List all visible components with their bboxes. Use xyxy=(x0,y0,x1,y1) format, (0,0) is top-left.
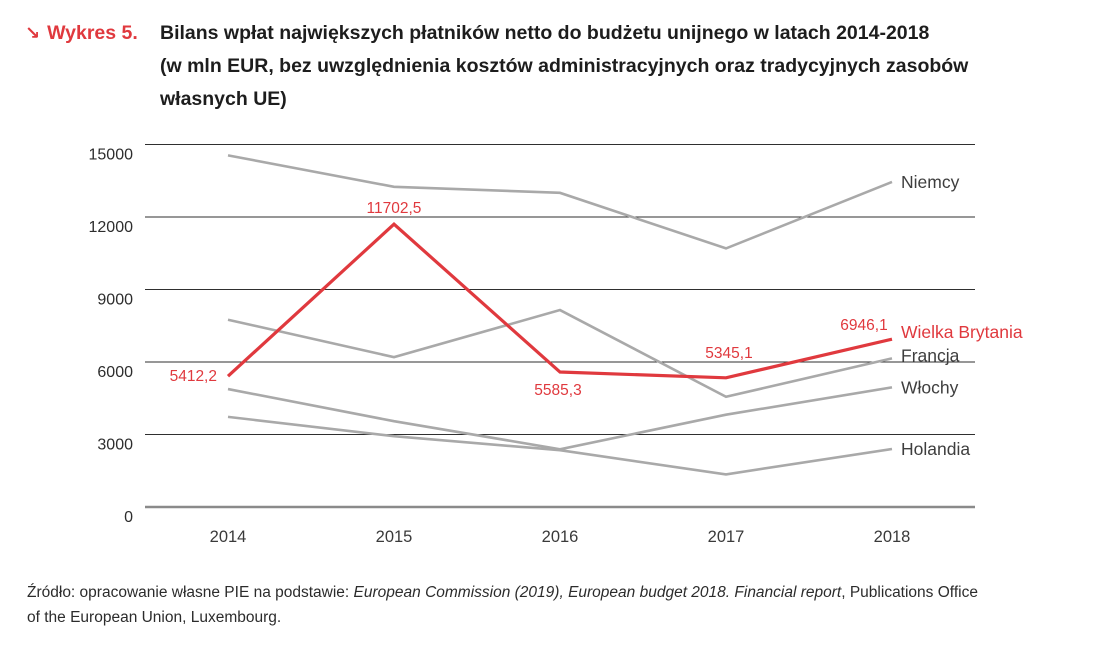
series-label-holandia: Holandia xyxy=(901,439,970,459)
source-prefix: Źródło: opracowanie własne PIE na podsta… xyxy=(27,584,354,601)
series-line-holandia xyxy=(227,415,893,476)
source-note: Źródło: opracowanie własne PIE na podsta… xyxy=(27,580,1087,630)
y-tick-label-6000: 6000 xyxy=(97,364,133,381)
x-tick-label-2018: 2018 xyxy=(874,528,911,546)
figure-title-line-3: własnych UE) xyxy=(160,88,287,110)
series-label-francja: Francja xyxy=(901,345,960,365)
y-tick-label-9000: 9000 xyxy=(97,292,133,309)
source-reference-italic: European Commission (2019), European bud… xyxy=(353,584,842,601)
y-tick-label-12000: 12000 xyxy=(89,219,134,236)
figure-title-line-2: (w mln EUR, bez uwzględnienia kosztów ad… xyxy=(160,55,969,77)
figure-title: Bilans wpłat największych płatników nett… xyxy=(160,17,1060,116)
figure-label: ↘ Wykres 5. xyxy=(25,17,138,50)
series-label-włochy: Włochy xyxy=(901,377,959,397)
x-tick-label-2017: 2017 xyxy=(708,528,745,546)
point-label-6946-1: 6946,1 xyxy=(840,317,887,334)
arrow-down-right-icon: ↘ xyxy=(25,23,41,43)
series-label-wielka-brytania: Wielka Brytania xyxy=(901,322,1023,342)
series-line-francja xyxy=(227,308,893,399)
source-suffix: , Publications Office xyxy=(841,584,978,601)
series-line-wielka-brytania xyxy=(226,222,893,380)
y-tick-label-0: 0 xyxy=(124,509,133,526)
point-label-5412-2: 5412,2 xyxy=(170,368,217,385)
point-label-5345-1: 5345,1 xyxy=(705,345,752,362)
point-label-11702-5: 11702,5 xyxy=(367,200,422,217)
point-label-5585-3: 5585,3 xyxy=(534,382,581,399)
series-label-niemcy: Niemcy xyxy=(901,172,960,192)
series-line-niemcy xyxy=(227,154,893,250)
source-line2: of the European Union, Luxembourg. xyxy=(27,609,282,626)
figure-title-line-1: Bilans wpłat największych płatników nett… xyxy=(160,22,930,44)
y-tick-label-3000: 3000 xyxy=(97,437,133,454)
x-tick-label-2015: 2015 xyxy=(376,528,413,546)
x-tick-label-2014: 2014 xyxy=(210,528,247,546)
y-tick-label-15000: 15000 xyxy=(89,147,134,164)
x-tick-label-2016: 2016 xyxy=(542,528,579,546)
figure-label-text: Wykres 5. xyxy=(47,22,138,44)
